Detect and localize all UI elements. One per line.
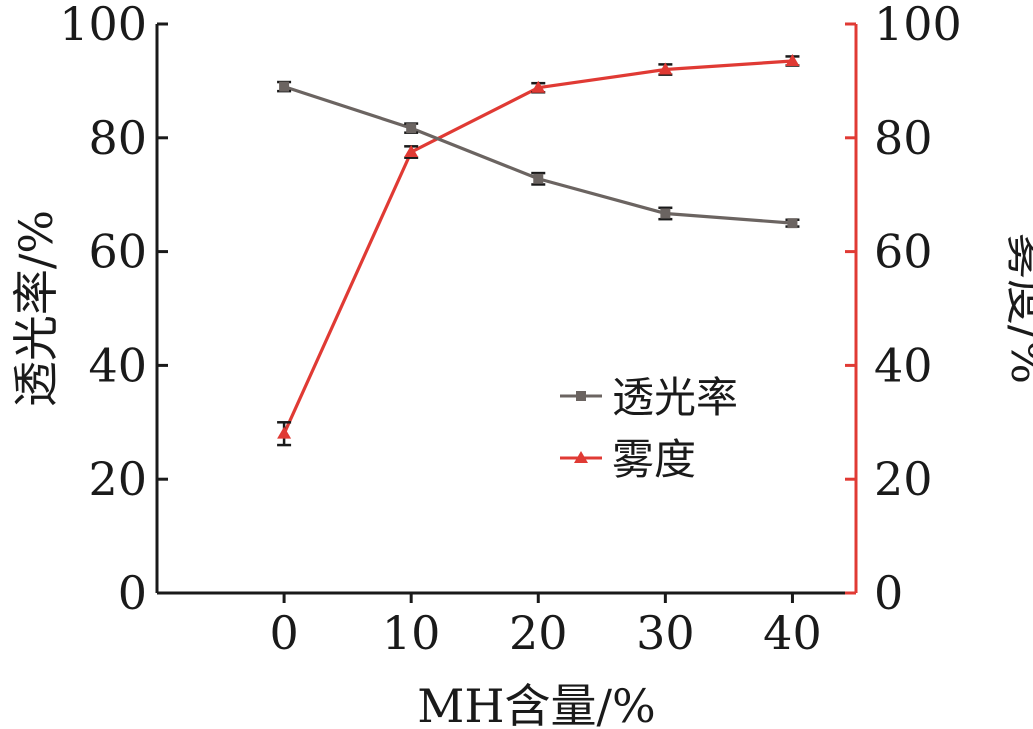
data-point-haze <box>785 53 800 66</box>
data-point-transmittance <box>660 208 671 219</box>
x-tick-label: 40 <box>763 606 822 660</box>
data-point-transmittance <box>787 218 798 229</box>
right-y-tick-label: 40 <box>874 338 933 392</box>
right-y-tick-label: 60 <box>874 225 933 279</box>
series-layer <box>277 53 800 447</box>
ticks: 0 10 20 30 40 0 20 40 60 80 100 0 20 40 60 80 100 <box>59 0 962 660</box>
right-y-tick-label: 80 <box>874 111 933 165</box>
x-axis-title: MH含量/% <box>417 679 655 729</box>
right-y-axis-title: 雾度/% <box>1001 233 1033 384</box>
legend-marker-haze <box>574 451 588 463</box>
left-y-tick-label: 0 <box>118 566 147 620</box>
data-point-transmittance <box>279 81 290 92</box>
right-y-tick-label: 100 <box>874 0 962 51</box>
legend: 透光率 雾度 <box>560 373 738 484</box>
legend-label-haze: 雾度 <box>612 435 696 484</box>
legend-marker-transmittance <box>576 391 586 401</box>
data-point-haze <box>404 145 419 158</box>
data-point-transmittance <box>533 173 544 184</box>
data-point-haze <box>531 80 546 93</box>
left-y-axis-title: 透光率/% <box>9 210 63 407</box>
legend-label-transmittance: 透光率 <box>612 373 738 422</box>
left-y-tick-label: 20 <box>88 452 147 506</box>
legend-item-transmittance: 透光率 <box>560 373 738 422</box>
data-point-transmittance <box>406 123 417 134</box>
left-y-tick-label: 60 <box>88 225 147 279</box>
legend-item-haze: 雾度 <box>560 435 696 484</box>
data-point-haze <box>658 62 673 75</box>
right-y-tick-label: 20 <box>874 452 933 506</box>
x-tick-label: 20 <box>509 606 568 660</box>
x-tick-label: 0 <box>269 606 298 660</box>
left-y-tick-label: 40 <box>88 338 147 392</box>
right-y-tick-label: 0 <box>874 566 903 620</box>
x-tick-label: 10 <box>382 606 441 660</box>
axes <box>155 24 858 595</box>
x-tick-label: 30 <box>636 606 695 660</box>
data-point-haze <box>277 426 292 439</box>
series-line-transmittance <box>283 85 793 225</box>
left-y-tick-label: 100 <box>59 0 147 51</box>
left-y-tick-label: 80 <box>88 111 147 165</box>
